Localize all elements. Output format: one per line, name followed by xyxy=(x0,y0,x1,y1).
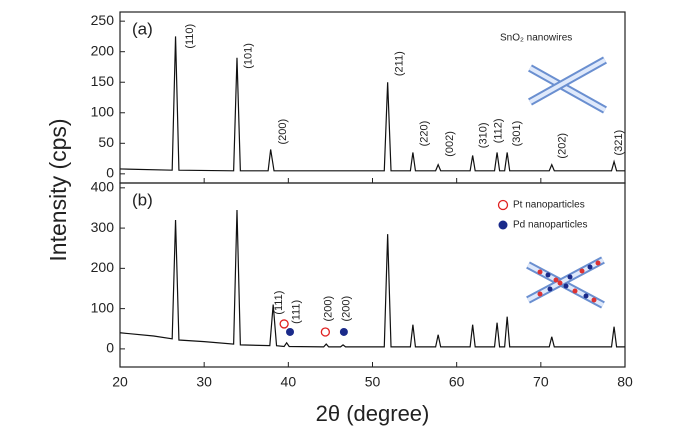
peak-label: (200) xyxy=(323,296,335,322)
data-point xyxy=(339,327,348,336)
x-axis-label: 2θ (degree) xyxy=(316,401,430,426)
legend-label: Pd nanoparticles xyxy=(513,220,588,231)
peak-label: (200) xyxy=(277,119,289,145)
y-tick-label: 50 xyxy=(98,134,114,150)
data-point xyxy=(286,327,295,336)
data-line xyxy=(119,209,625,348)
data-line xyxy=(119,36,625,172)
data-point xyxy=(279,319,289,329)
nanowire-illustration xyxy=(526,56,607,309)
y-tick-label: 0 xyxy=(106,340,114,356)
particles xyxy=(537,260,601,303)
peak-label: (211) xyxy=(393,51,405,76)
legend-marker xyxy=(497,199,509,211)
y-tick-label: 200 xyxy=(91,259,115,275)
x-tick-label: 70 xyxy=(533,374,549,390)
x-tick-label: 50 xyxy=(365,374,381,390)
y-tick-label: 300 xyxy=(91,219,115,235)
x-tick-label: 20 xyxy=(112,374,128,390)
y-axis-label: Intensity (cps) xyxy=(45,118,71,261)
legend-marker xyxy=(498,220,508,230)
peak-label: (220) xyxy=(419,121,431,147)
peak-label: (301) xyxy=(511,121,523,147)
x-tick-label: 40 xyxy=(281,374,297,390)
x-tick-label: 30 xyxy=(196,374,212,390)
y-tick-label: 400 xyxy=(91,179,115,195)
y-tick-label: 200 xyxy=(91,42,115,58)
peak-label: (101) xyxy=(243,43,255,69)
legend-label: SnO₂ nanowires xyxy=(500,33,572,44)
peak-label: (200) xyxy=(340,296,352,322)
particles xyxy=(545,264,593,299)
data-point xyxy=(320,327,331,337)
peak-label: (002) xyxy=(444,131,456,157)
peak-label: (310) xyxy=(478,123,490,149)
peak-label: (321) xyxy=(613,130,625,156)
y-tick-label: 150 xyxy=(91,73,115,89)
peak-label: (202) xyxy=(557,133,569,159)
wire xyxy=(529,58,606,104)
wire xyxy=(529,66,606,112)
y-tick-label: 100 xyxy=(91,103,115,119)
peak-label: (111) xyxy=(291,300,303,324)
panel-label: (a) xyxy=(132,19,153,38)
panel-label: (b) xyxy=(132,190,153,209)
legend-label: Pt nanoparticles xyxy=(513,200,585,211)
peak-label: (110) xyxy=(184,24,196,49)
y-tick-label: 100 xyxy=(91,299,115,315)
y-tick-label: 250 xyxy=(91,12,115,28)
peak-label: (112) xyxy=(493,118,505,143)
x-tick-label: 80 xyxy=(617,374,633,390)
y-tick-label: 0 xyxy=(106,165,114,181)
x-tick-label: 60 xyxy=(449,374,465,390)
peak-label: (111) xyxy=(273,291,285,315)
